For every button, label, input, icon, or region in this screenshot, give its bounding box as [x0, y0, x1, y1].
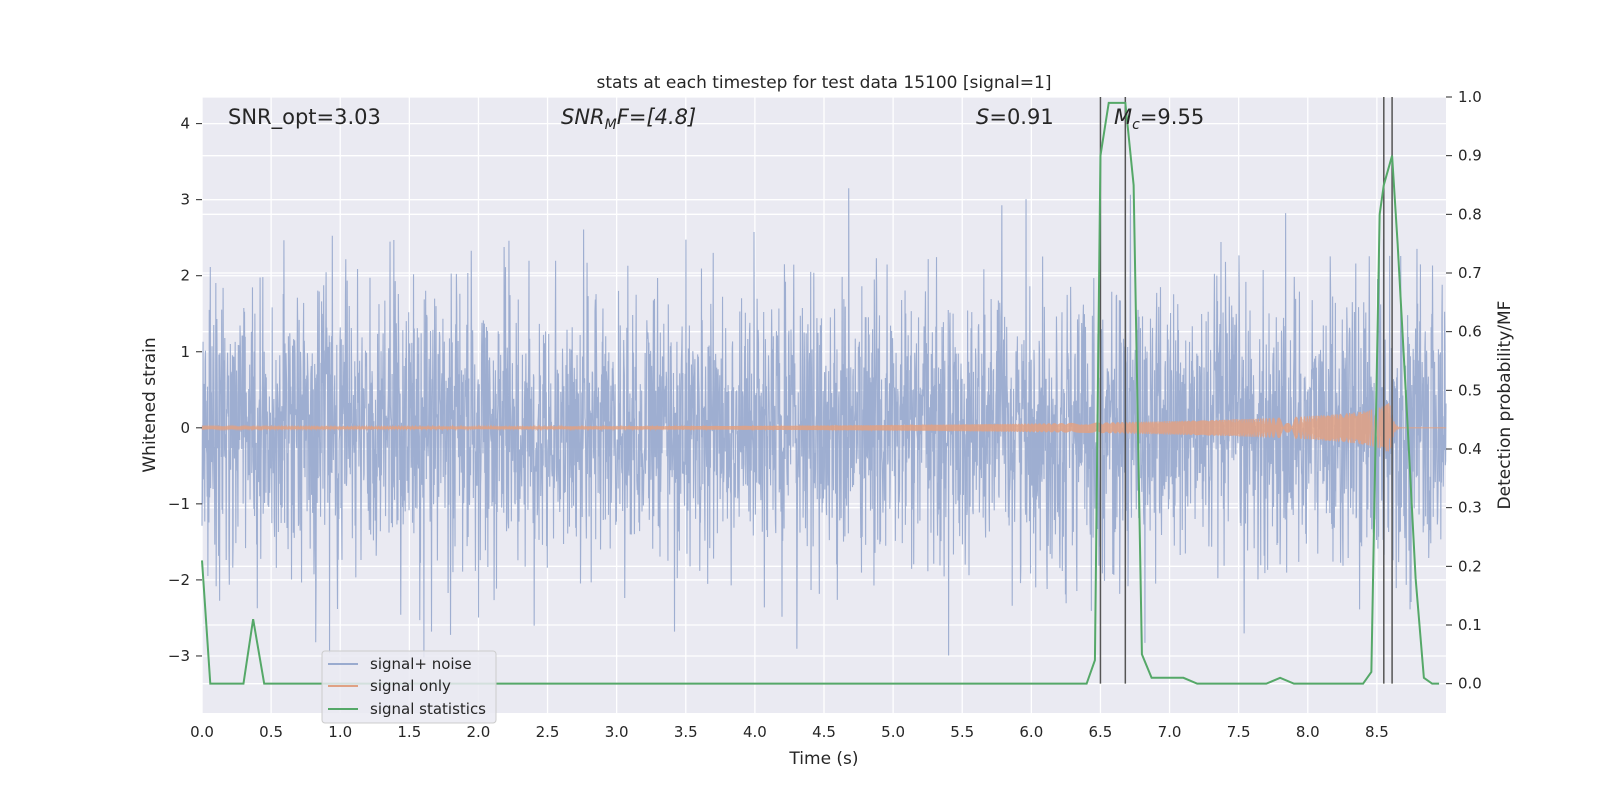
noise-line	[201, 188, 1447, 658]
legend-box	[321, 650, 497, 724]
y-left-tick-label: −1	[168, 495, 190, 513]
x-tick-label: 8.5	[1365, 723, 1389, 741]
x-tick-label: 6.0	[1019, 723, 1043, 741]
legend-label-noise: signal+ noise	[370, 655, 472, 673]
signal-only-line	[201, 402, 1446, 452]
legend: signal+ noise signal only signal statist…	[321, 650, 497, 724]
x-tick-label: 2.5	[536, 723, 560, 741]
y-left-tick-labels: 4 3 2 1 0 −1 −2 −3	[168, 115, 202, 665]
y-left-tick-label: −3	[168, 647, 190, 665]
y-right-tick-label: 0.7	[1458, 264, 1482, 282]
signal-noise-series	[201, 188, 1447, 658]
snr-mf-main: SNR	[561, 105, 605, 129]
y-right-tick-label: 0.0	[1458, 675, 1482, 693]
y-right-tick-label: 1.0	[1458, 88, 1482, 106]
y-right-tick-labels: 1.0 0.9 0.8 0.7 0.6 0.5 0.4 0.3 0.2 0.1 0.0	[1446, 88, 1482, 693]
y-right-tick-label: 0.5	[1458, 381, 1482, 399]
y-right-tick-label: 0.8	[1458, 205, 1482, 223]
x-tick-label: 7.5	[1227, 723, 1251, 741]
y-left-tick-label: 4	[180, 115, 190, 133]
y-right-axis-label: Detection probability/MF	[1495, 301, 1515, 510]
annotation-mc: Mc=9.55	[1114, 105, 1204, 133]
x-tick-label: 1.0	[328, 723, 352, 741]
mc-rest: =9.55	[1140, 105, 1204, 129]
legend-label-statistics: signal statistics	[370, 700, 486, 718]
x-tick-label: 8.0	[1296, 723, 1320, 741]
snr-mf-rest: F=[4.8]	[617, 105, 696, 129]
snr-mf-sub: M	[605, 117, 617, 133]
y-left-tick-label: 1	[180, 343, 190, 361]
y-right-tick-label: 0.6	[1458, 323, 1482, 341]
chart-title: stats at each timestep for test data 151…	[597, 73, 1052, 93]
y-left-tick-label: −2	[168, 571, 190, 589]
x-tick-label: 6.5	[1089, 723, 1113, 741]
y-right-tick-label: 0.1	[1458, 616, 1482, 634]
x-tick-label: 4.0	[743, 723, 767, 741]
x-tick-label: 3.5	[674, 723, 698, 741]
x-tick-label: 7.0	[1158, 723, 1182, 741]
x-tick-label: 1.5	[397, 723, 421, 741]
x-tick-label: 5.5	[950, 723, 974, 741]
x-tick-label: 4.5	[812, 723, 836, 741]
mc-sub: c	[1132, 117, 1140, 133]
legend-label-signal: signal only	[370, 677, 451, 695]
y-left-tick-label: 0	[180, 419, 190, 437]
x-tick-labels: 0.0 0.5 1.0 1.5 2.0 2.5 3.0 3.5 4.0 4.5 5.0 5.5 6.0 6…	[190, 723, 1389, 741]
y-right-tick-label: 0.3	[1458, 499, 1482, 517]
signal-only-series	[201, 402, 1446, 452]
y-left-tick-label: 3	[180, 191, 190, 209]
x-tick-label: 5.0	[881, 723, 905, 741]
y-left-axis-label: Whitened strain	[140, 337, 160, 472]
annotation-snr-mf: SNRMF=[4.8]	[561, 105, 696, 133]
y-right-tick-label: 0.4	[1458, 440, 1482, 458]
x-tick-label: 2.0	[467, 723, 491, 741]
y-right-tick-label: 0.9	[1458, 147, 1482, 165]
annotation-snr-opt: SNR_opt=3.03	[228, 105, 381, 130]
mc-main: M	[1114, 105, 1132, 129]
s-main: S	[976, 105, 989, 129]
y-left-tick-label: 2	[180, 267, 190, 285]
y-right-tick-label: 0.2	[1458, 557, 1482, 575]
annotation-s: S=0.91	[976, 105, 1054, 129]
x-tick-label: 0.0	[190, 723, 214, 741]
x-tick-label: 3.0	[605, 723, 629, 741]
s-rest: =0.91	[989, 105, 1053, 129]
x-tick-label: 0.5	[259, 723, 283, 741]
x-axis-label: Time (s)	[788, 749, 858, 769]
